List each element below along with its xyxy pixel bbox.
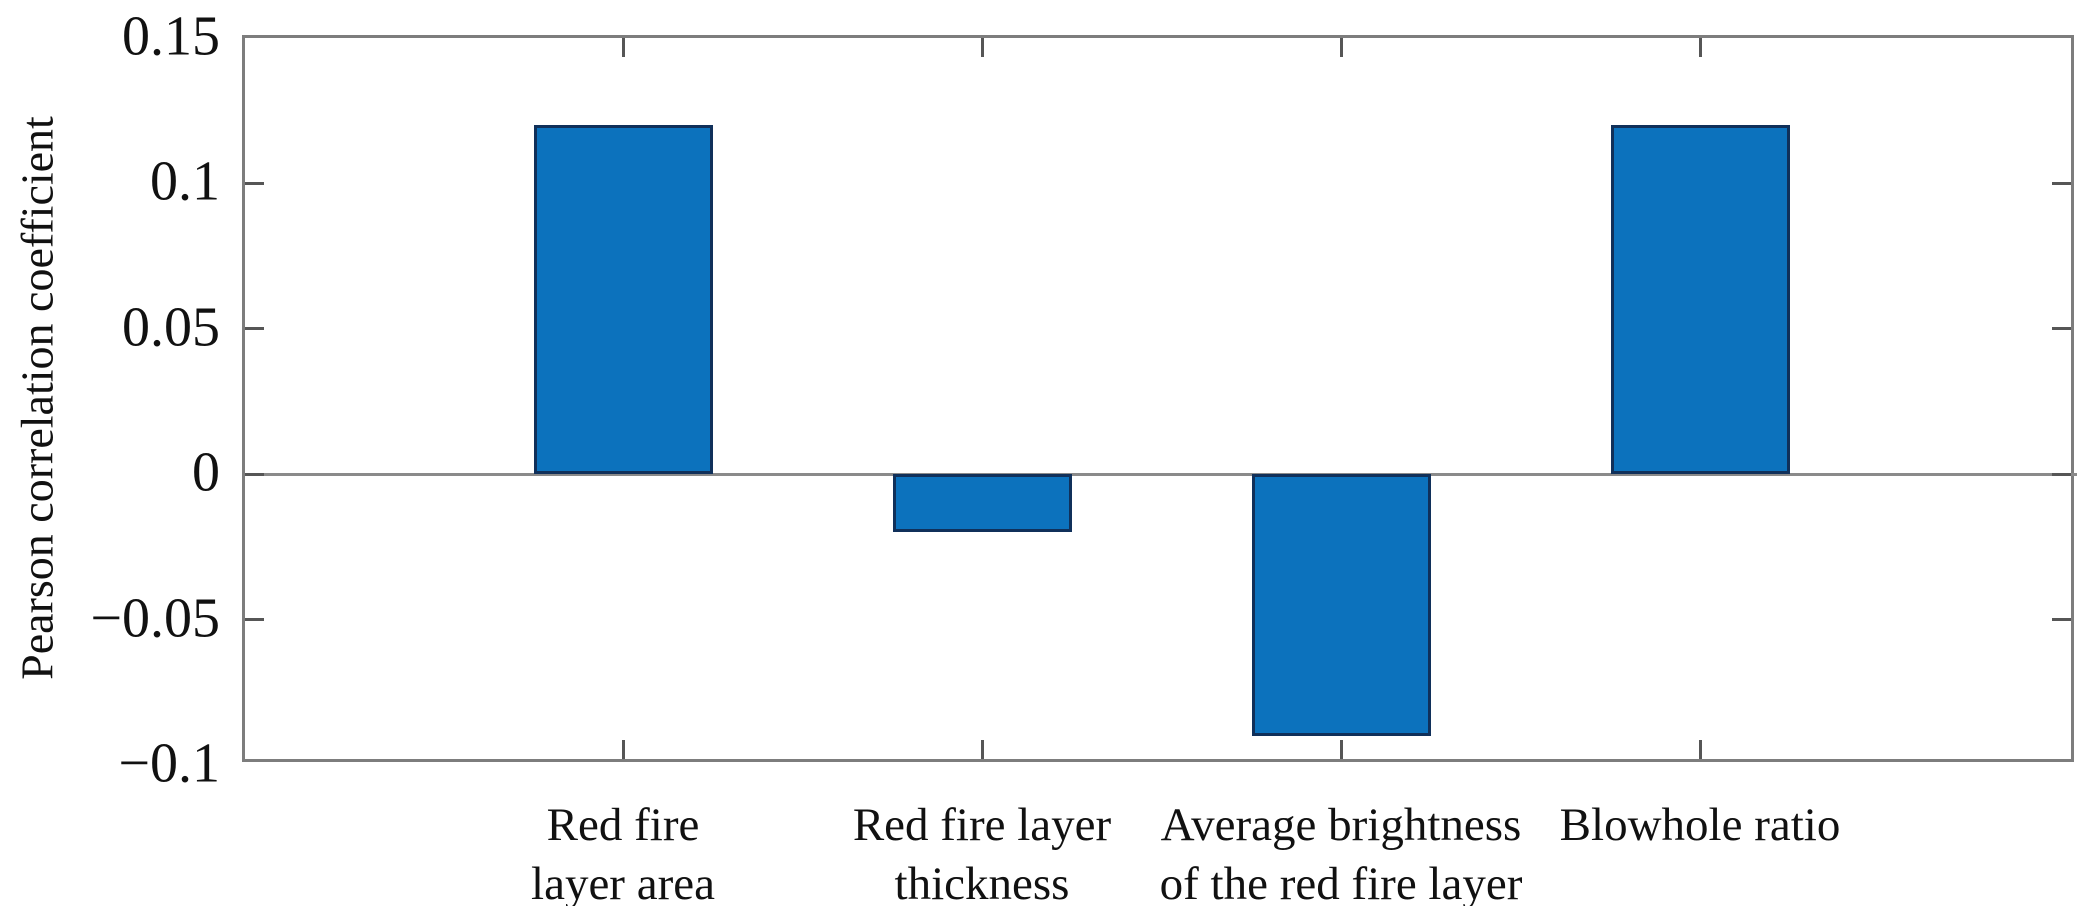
bar-average-brightness-of-the-red-fire-layer [1251,474,1431,736]
x-tick-label-line: layer area [531,858,715,906]
bar-red-fire-layer-area [533,125,713,475]
y-tick-mark-right [2052,181,2071,185]
y-tick-mark-left [245,618,264,622]
x-tick-mark-top [1339,38,1343,57]
plot-area: 0.15 0.1 0.05 0 −0.05 −0.1 Red fire layer area R… [90,6,2077,906]
y-tick-mark-right [2052,327,2071,331]
x-tick-label-average-brightness-of-the-red-fire-layer: Average brightness of the red fire layer [991,796,1691,906]
y-tick-label: −0.05 [90,587,220,650]
y-tick-mark-right [2052,618,2071,622]
x-tick-label-red-fire-layer-thickness: Red fire layer thickness [632,796,1332,906]
x-tick-mark-bottom [621,740,625,759]
y-tick-mark-left [245,181,264,185]
x-tick-mark-top [621,38,625,57]
y-tick-mark-left [245,327,264,331]
zero-baseline [245,472,2077,476]
y-tick-label: 0.15 [122,5,220,68]
y-tick-mark-left [245,472,264,476]
y-axis-title: Pearson correlation coefficient [11,116,63,680]
x-tick-label-line: Red fire [546,799,700,851]
x-tick-label-line: Average brightness [1160,799,1522,851]
y-tick-label: 0.05 [122,296,220,359]
x-tick-label-blowhole-ratio: Blowhole ratio [1350,796,2050,855]
y-tick-label: 0 [192,441,220,504]
x-tick-mark-bottom [980,740,984,759]
y-tick-mark-right [2052,472,2071,476]
x-tick-mark-bottom [1698,740,1702,759]
y-tick-label: −0.1 [118,732,220,795]
bar-red-fire-layer-thickness [892,474,1072,533]
x-tick-mark-bottom [1339,740,1343,759]
x-tick-mark-top [980,38,984,57]
x-tick-label-red-fire-layer-area: Red fire layer area [273,796,973,906]
x-tick-mark-top [1698,38,1702,57]
x-tick-label-line: Blowhole ratio [1559,799,1841,851]
y-tick-label: 0.1 [150,151,220,214]
x-tick-label-line: Red fire layer [852,799,1112,851]
x-tick-label-line: thickness [894,858,1070,906]
bar-blowhole-ratio [1610,125,1790,475]
x-tick-label-line: of the red fire layer [1159,858,1523,906]
